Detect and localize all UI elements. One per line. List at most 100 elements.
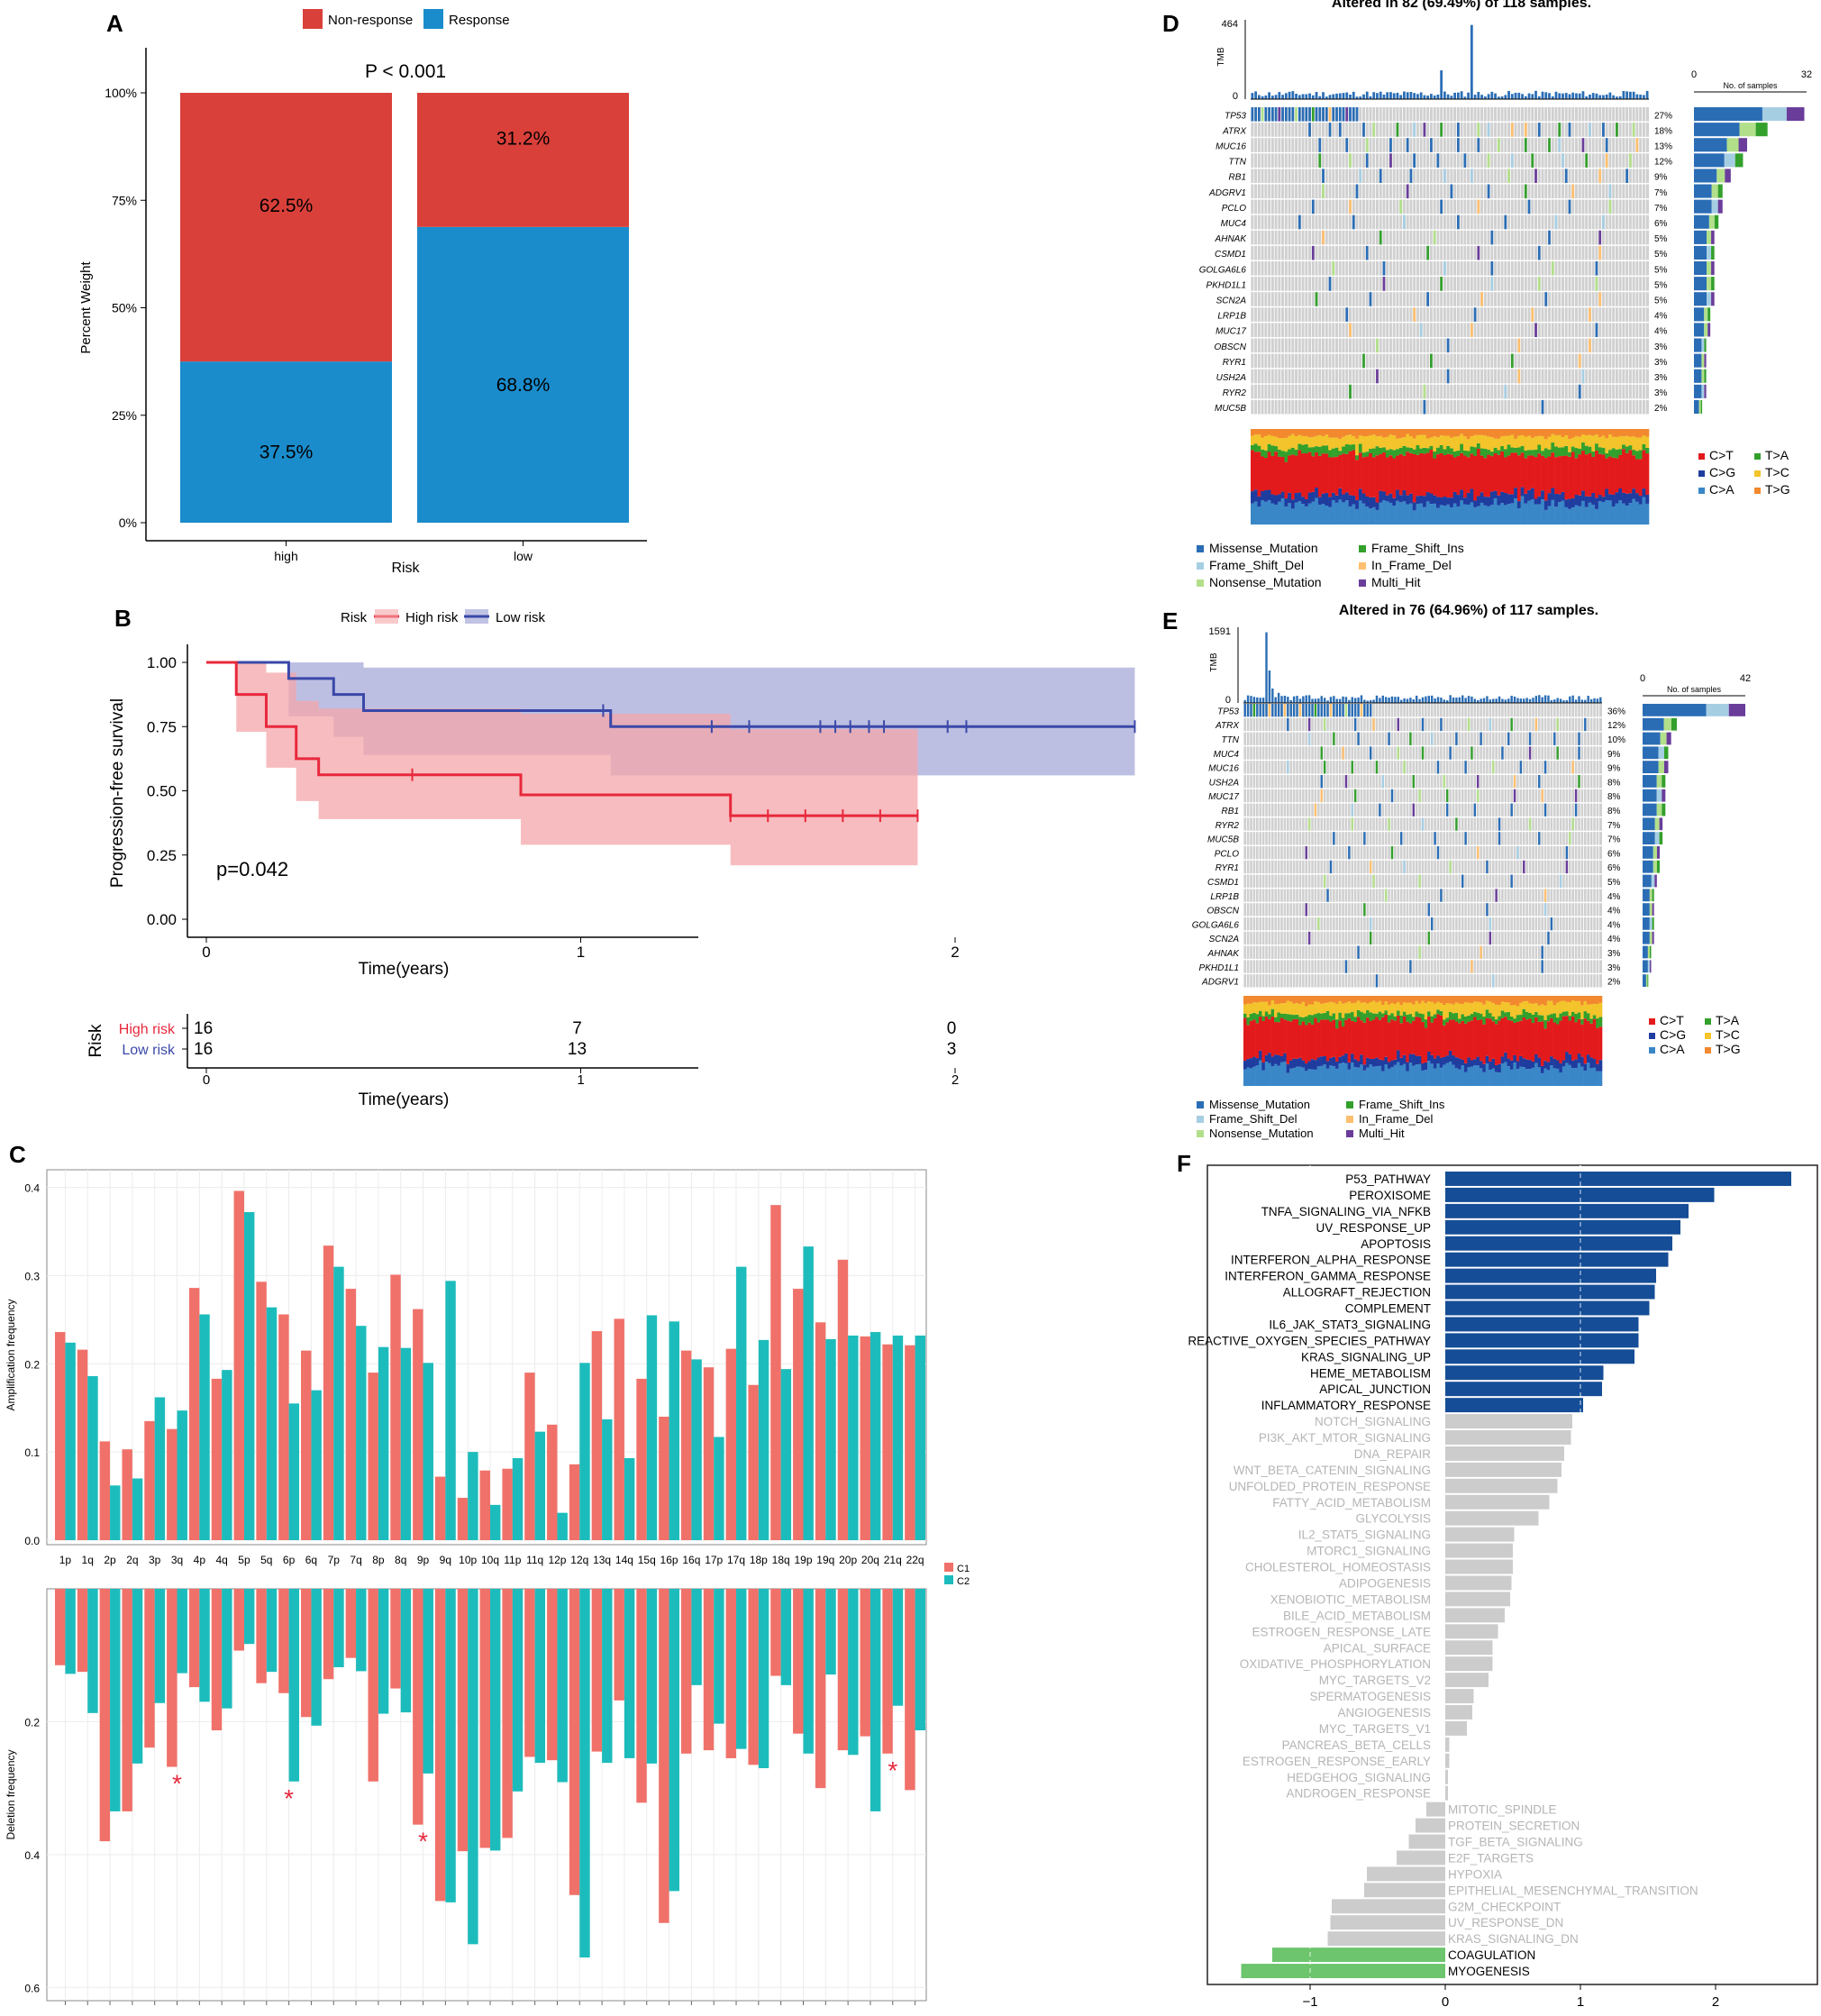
snv-segment	[1493, 429, 1498, 439]
tmb-bar	[1323, 698, 1326, 703]
x-tick-label: 21q	[884, 1554, 902, 1566]
snv-segment	[1615, 492, 1619, 504]
x-tick-label: 8p	[372, 1554, 385, 1566]
amp-bar-c1	[122, 1449, 132, 1540]
tmb-bar	[1308, 93, 1311, 99]
snv-segment	[1611, 494, 1616, 506]
mutation-cell	[1369, 746, 1372, 760]
snv-segment	[1315, 435, 1319, 447]
snv-segment	[1537, 429, 1542, 436]
snv-segment	[1605, 458, 1609, 489]
tmb-bar	[1534, 696, 1538, 703]
del-bar-c1	[390, 1589, 401, 1689]
snv-segment	[1497, 505, 1501, 525]
snv-segment	[1588, 502, 1592, 525]
mutation-cell	[1348, 704, 1351, 717]
tmb-bar	[1490, 91, 1494, 99]
snv-segment	[1503, 449, 1507, 458]
snv-segment	[1361, 436, 1366, 453]
mutation-cell	[1352, 107, 1355, 122]
snv-segment	[1253, 501, 1258, 525]
snv-segment	[1277, 449, 1282, 457]
mutation-cell	[1477, 138, 1480, 152]
snv-segment	[1635, 501, 1640, 525]
mutation-cell	[1598, 292, 1602, 306]
snv-segment	[1466, 451, 1470, 458]
amp-bar-c2	[848, 1335, 859, 1540]
snv-segment	[1480, 455, 1484, 493]
del-bar-c1	[144, 1589, 155, 1748]
mutation-cell	[1625, 169, 1629, 183]
tmb-bar	[1333, 696, 1335, 703]
del-bar-c1	[211, 1589, 223, 1731]
mutation-cell	[1487, 184, 1490, 199]
tmb-bar	[1433, 95, 1436, 99]
sample-bar-missense	[1694, 184, 1712, 198]
snv-segment	[1462, 455, 1468, 498]
x-tick-label: 1	[577, 944, 585, 961]
snv-segment	[1622, 503, 1626, 525]
mutation-cell	[1440, 199, 1443, 214]
snv-segment	[1409, 493, 1414, 504]
snv-segment	[1588, 434, 1592, 447]
snv-segment	[1328, 457, 1333, 497]
mutation-cell	[1507, 732, 1510, 745]
tmb-bar	[1513, 696, 1516, 703]
mutation-cell	[1423, 399, 1426, 415]
gene-label: MUC16	[1208, 764, 1239, 774]
snv-segment	[1280, 491, 1285, 499]
snv-segment	[1334, 456, 1339, 496]
tmb-bar	[1470, 696, 1473, 703]
tmb-bar	[1328, 95, 1332, 99]
snv-segment	[1561, 491, 1565, 501]
snv-segment	[1355, 429, 1360, 439]
snv-segment	[1398, 429, 1403, 439]
gene-label: USH2A	[1209, 778, 1240, 788]
del-bar-c1	[882, 1589, 893, 1754]
sample-bar-other	[1708, 214, 1715, 229]
tmb-bar	[1547, 695, 1550, 703]
snv-segment	[1253, 452, 1258, 490]
tmb-label: TMB	[1216, 47, 1226, 66]
mutation-cell	[1556, 746, 1559, 760]
panel-letter-c: C	[9, 1141, 26, 1168]
snv-segment	[1328, 497, 1333, 507]
snv-segment	[1352, 435, 1356, 445]
del-bar-c1	[770, 1589, 781, 1676]
oncoplot-title: Altered in 82 (69.49%) of 118 samples.	[1332, 0, 1591, 11]
y-tick-label: 25%	[112, 408, 137, 423]
tmb-bar	[1363, 699, 1366, 703]
sample-bar-multi	[1738, 138, 1747, 152]
snv-segment	[1476, 496, 1481, 506]
panel-e-oncoplot: Altered in 76 (64.96%) of 117 samples.15…	[1192, 603, 1751, 1140]
x-tick-label: 3p	[149, 1554, 161, 1566]
gene-label: OBSCN	[1214, 342, 1246, 352]
snv-segment	[1369, 508, 1373, 525]
del-bar-c2	[780, 1589, 792, 1685]
snv-segment	[1588, 429, 1592, 435]
snv-segment	[1317, 446, 1322, 456]
snv-segment	[1645, 503, 1650, 525]
snv-segment	[1622, 492, 1626, 504]
snv-segment	[1406, 447, 1410, 452]
snv-segment	[1557, 502, 1562, 525]
tmb-bar	[1261, 698, 1265, 703]
mutation-cell	[1308, 107, 1311, 122]
mutation-cell	[1314, 704, 1317, 717]
snv-segment	[1392, 450, 1397, 459]
y-tick-label: 0.50	[147, 783, 177, 800]
panel-letter-b: B	[114, 605, 132, 632]
snv-segment	[1462, 497, 1468, 505]
sample-bar-other	[1701, 338, 1705, 352]
snv-segment	[1284, 452, 1288, 462]
snv-segment	[1375, 429, 1379, 437]
snv-segment	[1382, 499, 1387, 525]
mutation-cell	[1598, 245, 1602, 260]
mutation-cell	[1268, 704, 1271, 717]
sample-bar-multi	[1711, 277, 1715, 291]
mutation-cell	[1564, 169, 1568, 183]
amp-bar-c1	[524, 1373, 535, 1540]
snv-segment	[1290, 447, 1295, 455]
snv-segment	[1460, 433, 1464, 444]
mutation-cell	[1323, 717, 1326, 732]
